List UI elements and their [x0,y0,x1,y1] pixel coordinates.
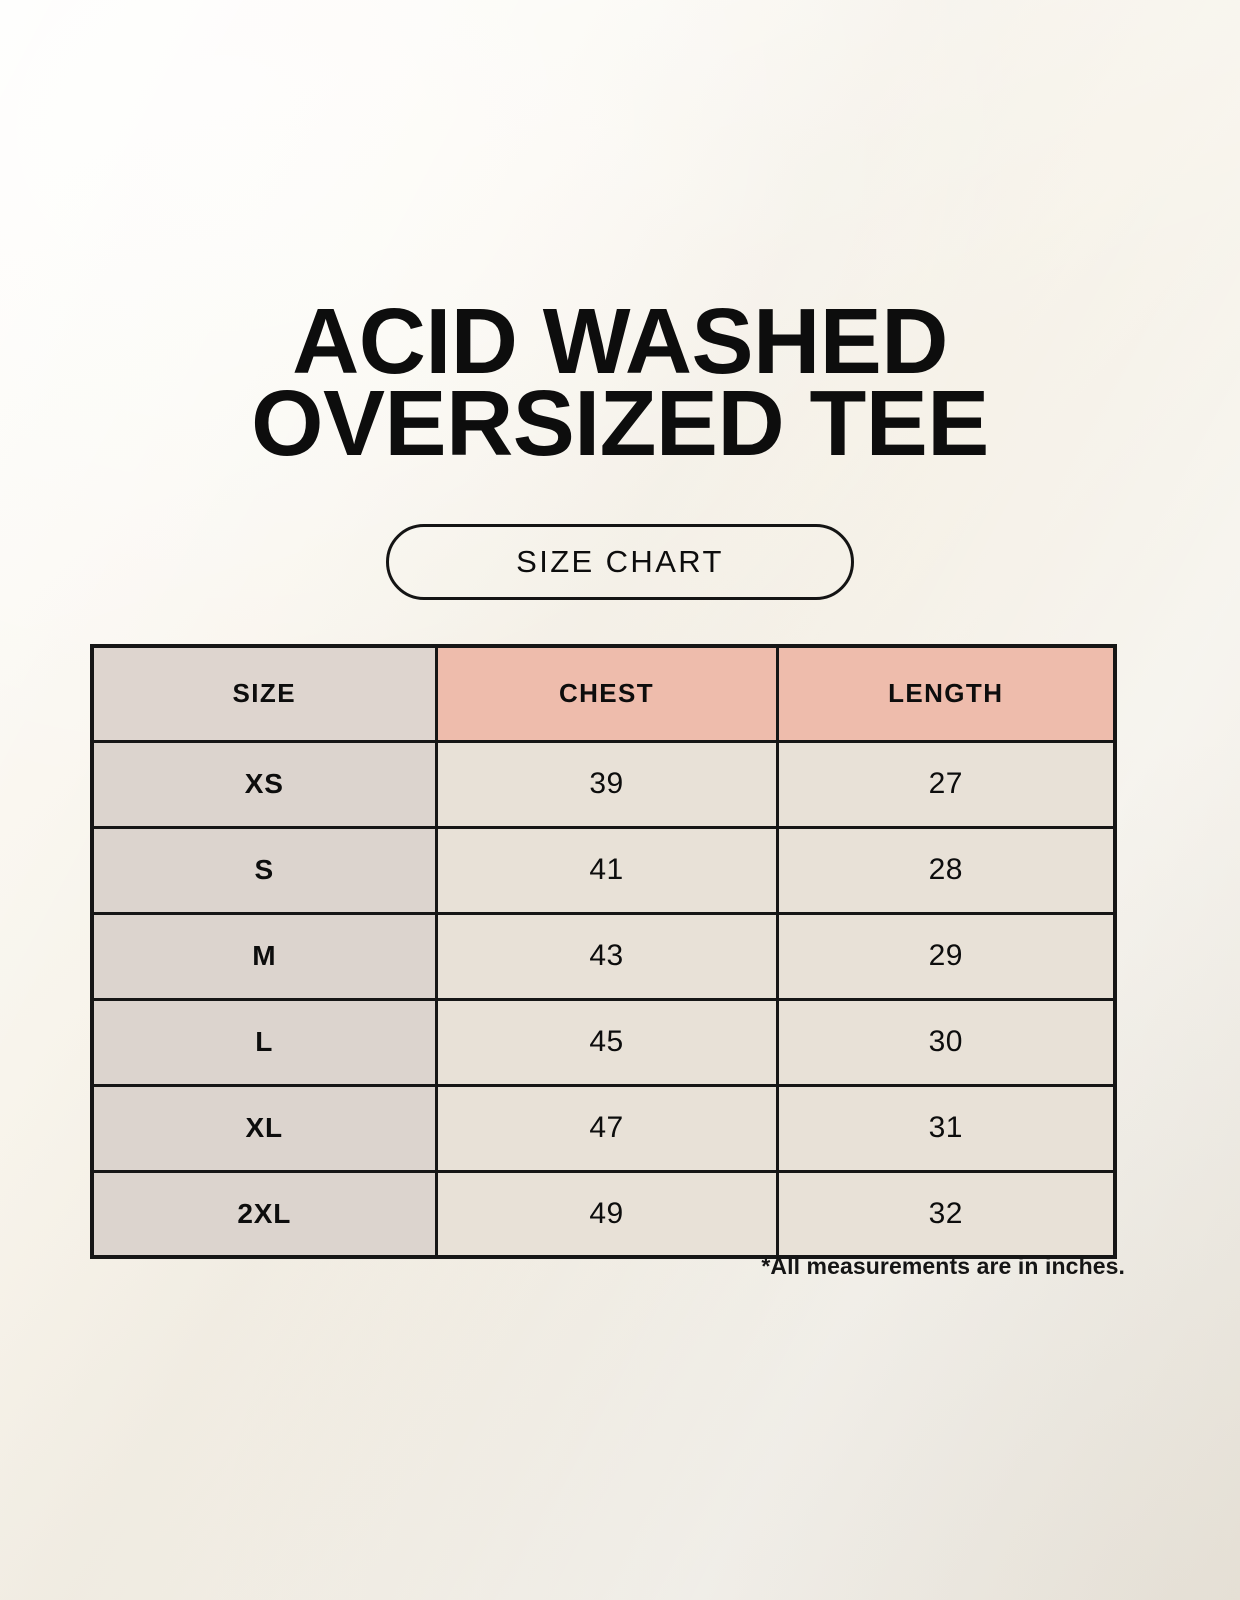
cell-chest-m: 43 [434,911,779,1001]
cell-length-m: 29 [775,911,1117,1001]
cell-chest-l: 45 [434,997,779,1087]
table-row: 2XL 49 32 [90,1169,1117,1259]
cell-size-2xl: 2XL [90,1169,438,1259]
page-title: ACID WASHED OVERSIZED TEE [0,289,1240,475]
size-table-wrap: SIZE CHEST LENGTH XS 39 27 S 41 28 M [90,644,1117,1259]
table-row: XS 39 27 [90,739,1117,829]
title-line-1: ACID WASHED [292,289,948,393]
table-row: L 45 30 [90,997,1117,1087]
size-chart-badge-wrap: SIZE CHART [0,524,1240,600]
table-row: XL 47 31 [90,1083,1117,1173]
size-table: SIZE CHEST LENGTH XS 39 27 S 41 28 M [90,644,1117,1259]
table-row: S 41 28 [90,825,1117,915]
cell-size-l: L [90,997,438,1087]
cell-length-xs: 27 [775,739,1117,829]
title-line-2: OVERSIZED TEE [251,371,989,475]
cell-chest-xl: 47 [434,1083,779,1173]
column-header-size: SIZE [90,644,438,743]
cell-size-xl: XL [90,1083,438,1173]
table-header-row: SIZE CHEST LENGTH [90,644,1117,743]
column-header-chest: CHEST [434,644,779,743]
size-chart-badge-label: SIZE CHART [516,544,724,579]
cell-length-xl: 31 [775,1083,1117,1173]
cell-chest-2xl: 49 [434,1169,779,1259]
cell-size-xs: XS [90,739,438,829]
size-chart-badge: SIZE CHART [386,524,854,600]
table-row: M 43 29 [90,911,1117,1001]
cell-size-m: M [90,911,438,1001]
cell-chest-xs: 39 [434,739,779,829]
cell-chest-s: 41 [434,825,779,915]
cell-length-l: 30 [775,997,1117,1087]
measurements-footnote: *All measurements are in inches. [761,1253,1125,1279]
cell-length-2xl: 32 [775,1169,1117,1259]
cell-length-s: 28 [775,825,1117,915]
cell-size-s: S [90,825,438,915]
column-header-length: LENGTH [775,644,1117,743]
